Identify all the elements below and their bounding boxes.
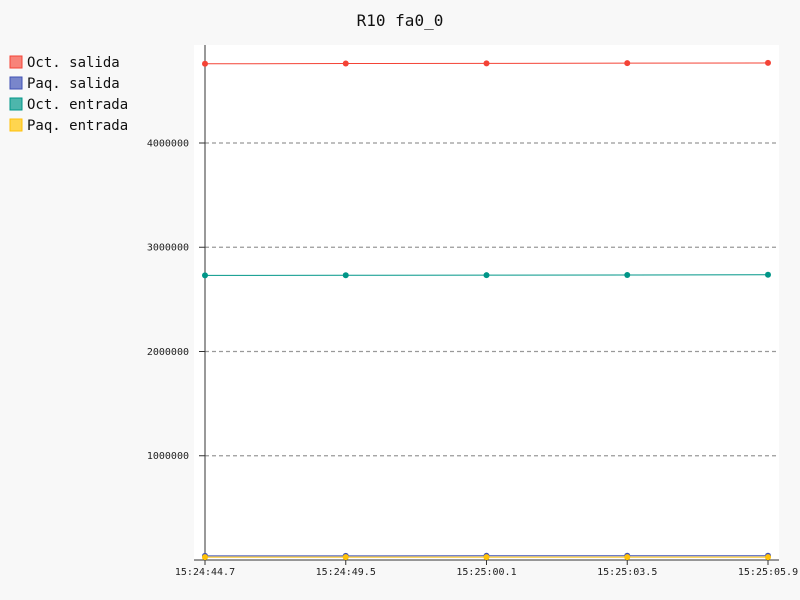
data-point[interactable]: [483, 272, 490, 279]
x-tick-label: 15:25:03.5: [597, 567, 657, 578]
legend-item[interactable]: Paq. entrada: [9, 118, 128, 134]
legend-item[interactable]: Oct. salida: [9, 55, 120, 71]
series-2: [202, 271, 771, 279]
data-point[interactable]: [765, 271, 771, 278]
y-tick-label: 2000000: [147, 347, 189, 358]
data-point[interactable]: [624, 271, 631, 278]
data-point[interactable]: [765, 59, 771, 66]
data-point[interactable]: [202, 554, 208, 561]
legend-swatch: [9, 118, 23, 132]
y-tick-label: 3000000: [147, 243, 189, 254]
series-3: [202, 554, 771, 561]
grid: [205, 142, 779, 457]
legend-swatch: [9, 76, 23, 90]
series: [202, 59, 771, 561]
data-point[interactable]: [624, 60, 631, 67]
legend-item[interactable]: Oct. entrada: [9, 97, 128, 113]
x-tick-label: 15:24:44.7: [175, 567, 235, 578]
legend-label: Oct. entrada: [27, 97, 128, 113]
data-point[interactable]: [342, 554, 349, 561]
legend-item[interactable]: Paq. salida: [9, 76, 120, 92]
plot-area: [194, 45, 779, 560]
legend-label: Paq. salida: [27, 76, 120, 92]
data-point[interactable]: [202, 60, 208, 67]
y-tick-label: 4000000: [147, 138, 189, 149]
x-ticks: 15:24:44.7 15:24:49.5 15:25:00.1 15:25:03.5…: [175, 560, 798, 578]
legend-swatch: [9, 97, 23, 111]
data-point[interactable]: [483, 554, 490, 561]
y-ticks: 1000000 2000000 3000000 4000000: [147, 138, 205, 462]
data-point[interactable]: [765, 554, 771, 561]
series-0: [202, 59, 771, 67]
legend-label: Oct. salida: [27, 55, 120, 71]
legend-swatch: [9, 55, 23, 69]
data-point[interactable]: [202, 272, 208, 279]
x-tick-label: 15:25:00.1: [456, 567, 516, 578]
chart-title: R10 fa0_0: [357, 11, 444, 30]
x-tick-label: 15:25:05.9: [738, 567, 798, 578]
y-tick-label: 1000000: [147, 451, 189, 462]
legend: Oct. salida Paq. salida Oct. entrada Paq. e…: [9, 55, 128, 134]
data-point[interactable]: [483, 60, 490, 67]
x-tick-label: 15:24:49.5: [316, 567, 376, 578]
data-point[interactable]: [624, 554, 631, 561]
legend-label: Paq. entrada: [27, 118, 128, 134]
data-point[interactable]: [342, 272, 349, 279]
data-point[interactable]: [342, 60, 349, 67]
